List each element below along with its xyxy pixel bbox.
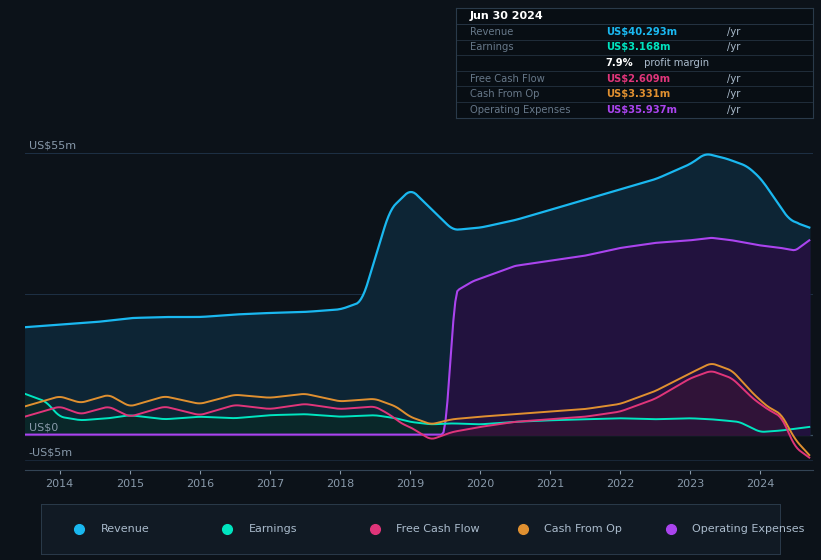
Text: /yr: /yr [727,73,741,83]
Text: US$35.937m: US$35.937m [606,105,677,115]
Text: Cash From Op: Cash From Op [544,524,622,534]
Text: /yr: /yr [727,27,741,37]
Text: Jun 30 2024: Jun 30 2024 [470,11,544,21]
Text: Earnings: Earnings [249,524,297,534]
Text: /yr: /yr [727,89,741,99]
Text: US$3.331m: US$3.331m [606,89,670,99]
Text: US$55m: US$55m [29,141,76,151]
Text: Cash From Op: Cash From Op [470,89,539,99]
Text: US$3.168m: US$3.168m [606,43,670,53]
Text: 7.9%: 7.9% [606,58,634,68]
Text: -US$5m: -US$5m [29,447,73,458]
Text: profit margin: profit margin [641,58,709,68]
Text: Earnings: Earnings [470,43,514,53]
Text: Free Cash Flow: Free Cash Flow [397,524,480,534]
Text: Free Cash Flow: Free Cash Flow [470,73,544,83]
Text: US$0: US$0 [29,422,57,432]
Text: Revenue: Revenue [101,524,149,534]
Text: Operating Expenses: Operating Expenses [692,524,805,534]
Text: Revenue: Revenue [470,27,513,37]
Text: /yr: /yr [727,105,741,115]
Text: /yr: /yr [727,43,741,53]
Text: US$40.293m: US$40.293m [606,27,677,37]
Text: Operating Expenses: Operating Expenses [470,105,571,115]
Text: US$2.609m: US$2.609m [606,73,670,83]
